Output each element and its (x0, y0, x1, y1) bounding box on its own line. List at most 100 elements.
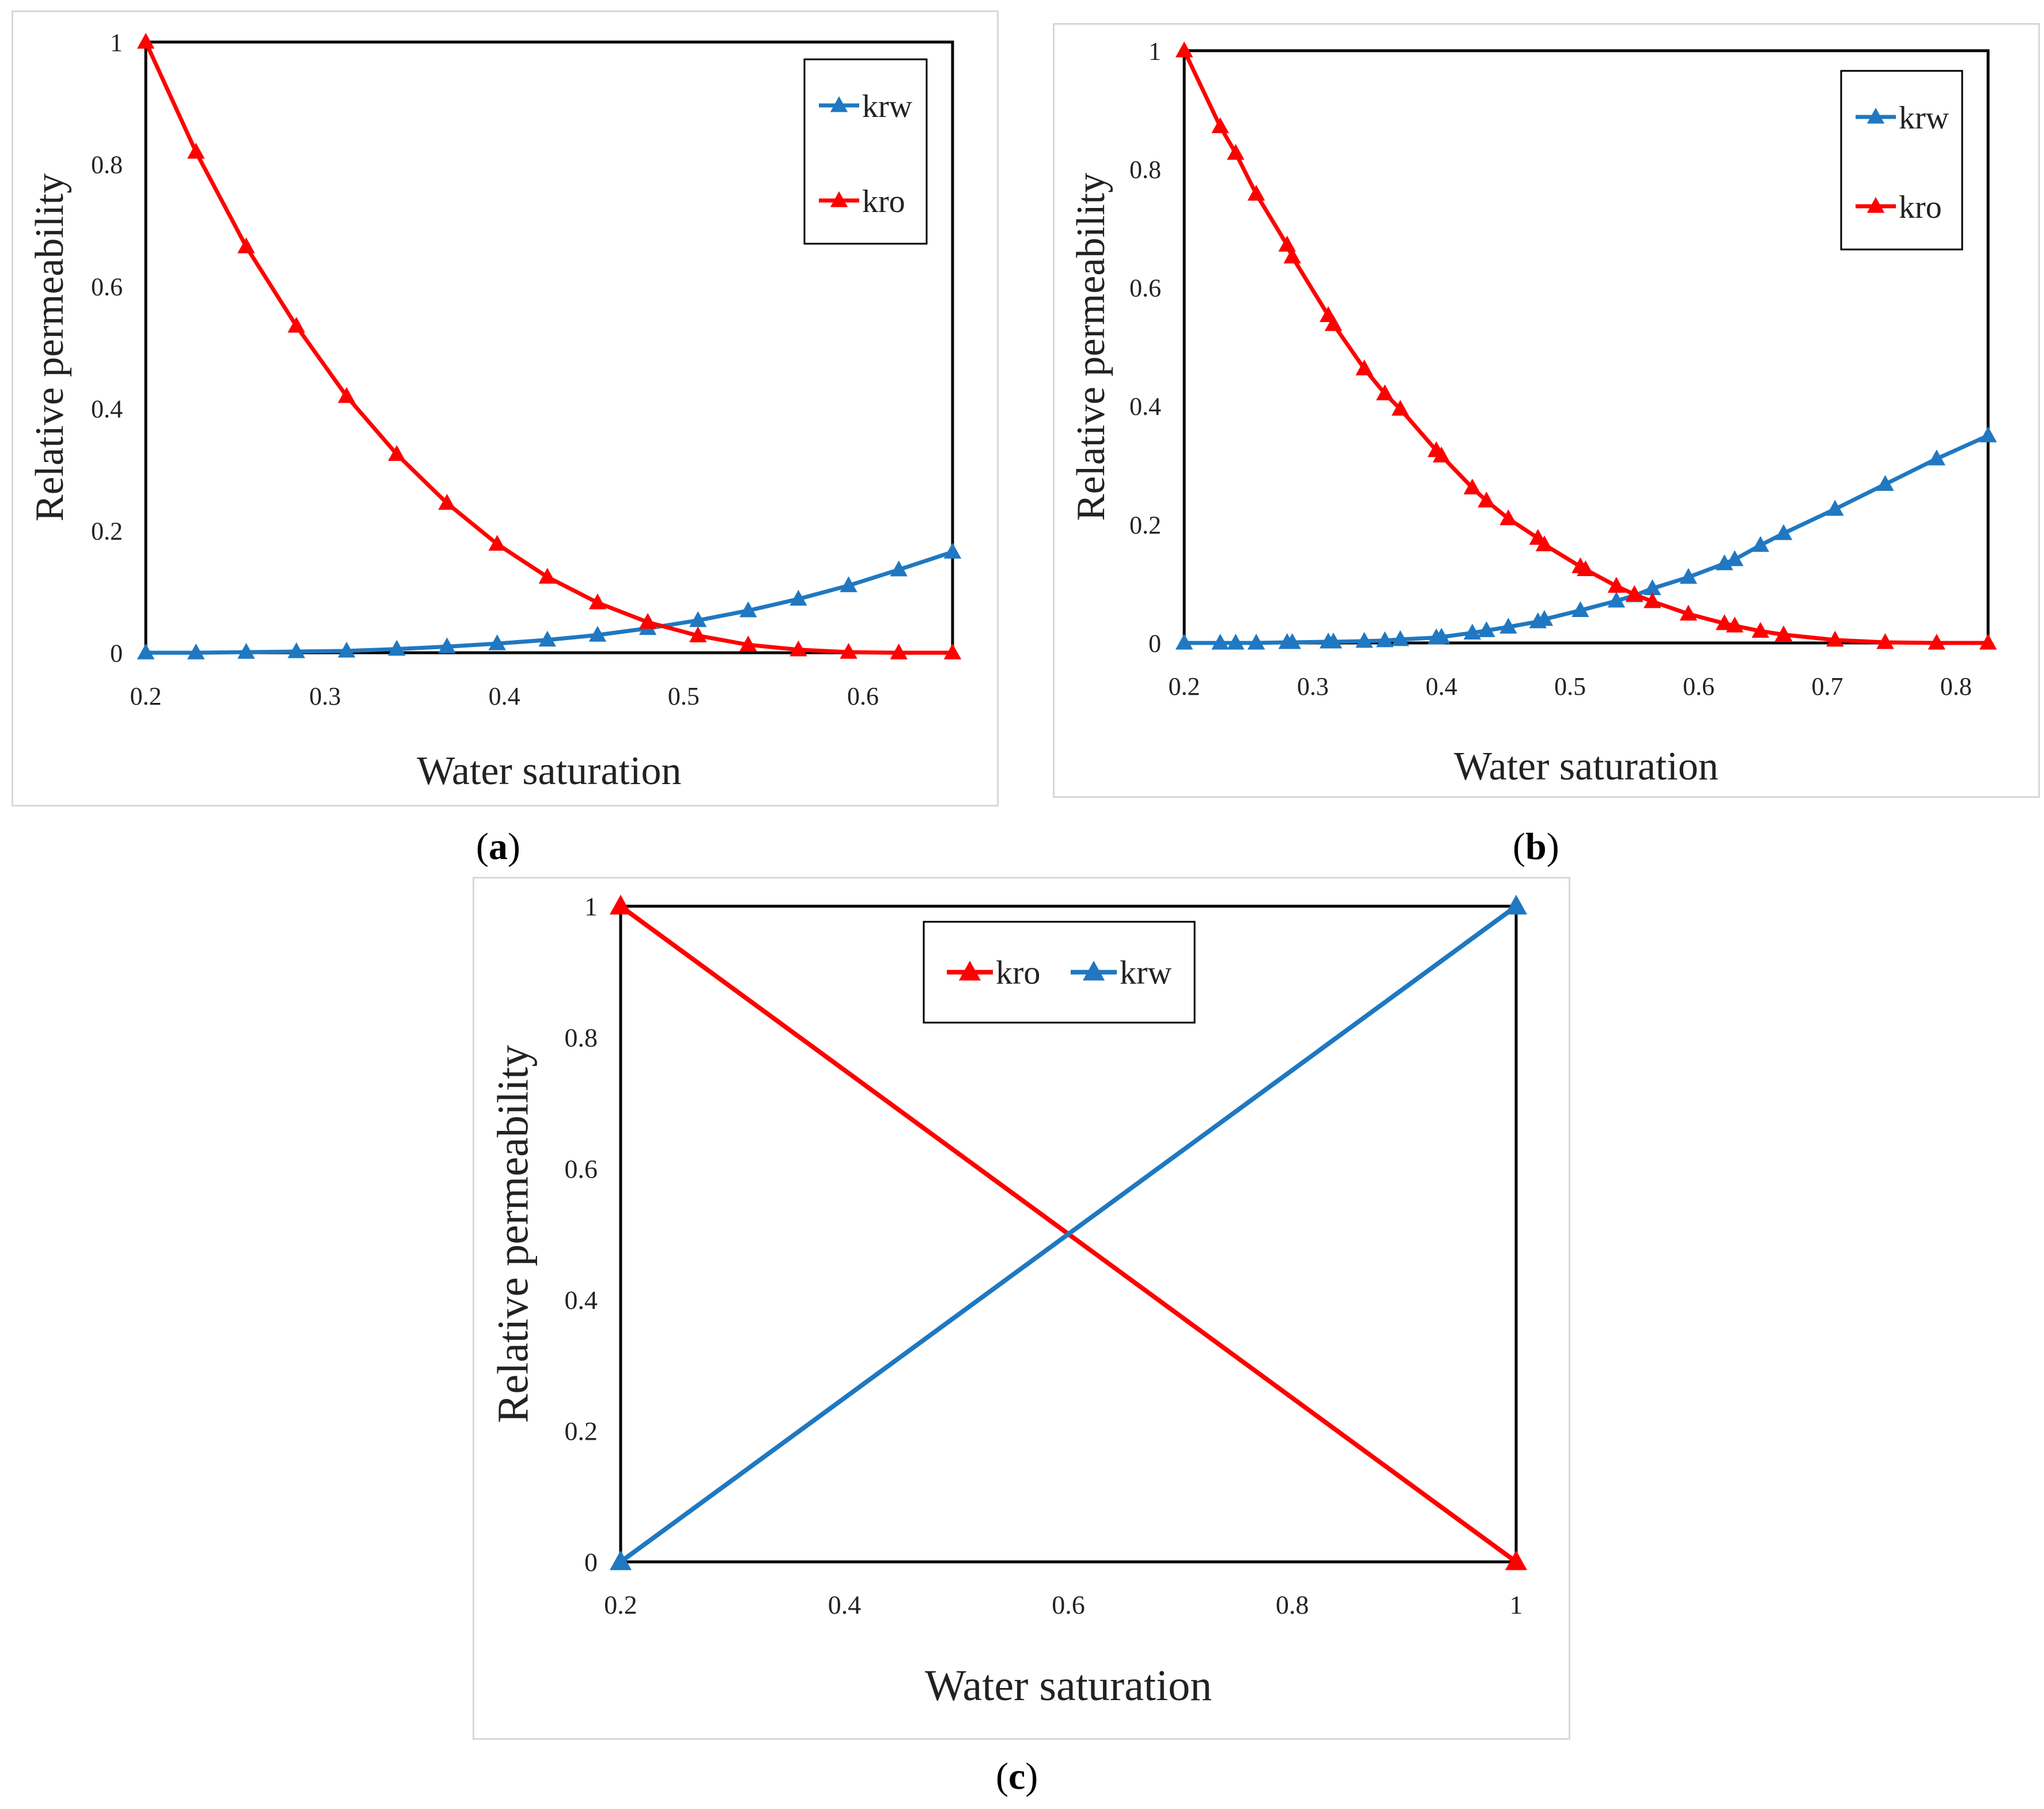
series-krw-point (1643, 579, 1661, 595)
series-krw-point (1391, 630, 1410, 646)
caption-a-letter: a (488, 826, 508, 868)
series-kro-point (488, 535, 506, 551)
legend-krw-marker (1867, 108, 1885, 124)
series-krw-point (1283, 633, 1301, 649)
series-krw-point (1607, 592, 1626, 608)
caption-c: (c) (996, 1755, 1038, 1797)
series-kro-point (1716, 614, 1733, 630)
legend-krw-label: krw (1120, 954, 1172, 991)
series-kro-point (1463, 478, 1482, 495)
series-kro-point (1751, 622, 1770, 638)
series-kro-point (288, 316, 305, 333)
series-krw-point (1774, 524, 1793, 540)
series-krw-point (1376, 631, 1394, 648)
series-krw-point (488, 634, 506, 650)
series-krw-point (610, 1550, 632, 1570)
series-krw-point (237, 642, 255, 659)
series-krw-point (1175, 634, 1193, 650)
chart-b-panel: 0 0.2 0.4 0.6 0.8 1 0.2 0.3 0.4 0.5 0.6 0.7 0.8 Water… (1053, 23, 2040, 798)
y-tick-label: 0 (110, 639, 123, 667)
series-krw-point (438, 637, 456, 653)
series-krw-point (1478, 621, 1495, 637)
series-kro-point (1211, 117, 1229, 134)
series-krw-point (890, 560, 908, 577)
series-krw-point (840, 576, 857, 592)
y-tick-label: 0.6 (1129, 274, 1161, 302)
legend-kro-marker (1867, 197, 1885, 213)
series-kro-point (610, 895, 632, 915)
legend-kro-marker (959, 960, 981, 981)
series-krw-point (1227, 634, 1245, 650)
y-tick-label: 0 (584, 1547, 598, 1577)
series-krw-point (1679, 567, 1698, 584)
series-krw-point (739, 601, 757, 618)
series-krw-point (538, 630, 557, 647)
series-kro-point (1227, 143, 1245, 160)
series-krw-point (943, 543, 962, 559)
series-kro-point (638, 613, 657, 629)
legend-kro-marker (830, 191, 848, 207)
legend-krw-label: krw (1899, 100, 1949, 136)
x-tick-label: 0.4 (489, 682, 520, 710)
x-tick-label: 0.6 (1052, 1590, 1085, 1619)
series-kro-point (137, 33, 155, 49)
chart-a-panel: 0 0.2 0.4 0.6 0.8 1 0.2 0.3 0.4 0.5 0.6 Water satur… (12, 10, 999, 807)
series-kro-point (1774, 625, 1793, 642)
legend-box (803, 58, 928, 245)
y-tick-label: 0.8 (91, 150, 123, 179)
series-kro-point (1499, 509, 1517, 525)
x-tick-label: 0.6 (1683, 672, 1714, 701)
series-kro-point (1626, 585, 1643, 601)
series-krw-point (1751, 536, 1770, 552)
series-kro-point (1979, 634, 1997, 650)
x-tick-label: 1 (1510, 1590, 1523, 1619)
legend-krw-marker (1083, 960, 1105, 981)
series-krw-point (1826, 499, 1844, 516)
series-kro-point (1355, 359, 1373, 376)
legend-kro-label: kro (1899, 190, 1942, 225)
legend-krw-marker (830, 96, 848, 112)
x-axis-title: Water saturation (1454, 744, 1718, 789)
plot-frame (619, 905, 1518, 1564)
y-tick-label: 1 (584, 892, 598, 921)
series-krw-point (187, 644, 205, 660)
series-kro-point (1278, 236, 1296, 252)
x-tick-label: 0.3 (1297, 672, 1329, 701)
legend-kro-label: kro (996, 954, 1040, 991)
x-tick-label: 0.6 (847, 682, 879, 710)
series-krw-point (789, 589, 807, 606)
series-kro-point (588, 593, 607, 610)
series-kro-point (1726, 616, 1744, 633)
series-kro-point (1376, 384, 1394, 400)
series-kro-point (237, 237, 255, 253)
series-krw-point (1876, 475, 1894, 491)
series-kro-point (1283, 247, 1301, 264)
y-tick-label: 0.2 (1129, 511, 1161, 539)
y-tick-label: 0.4 (1129, 392, 1161, 421)
series-kro-point (1876, 633, 1894, 649)
y-axis-title: Relative permeability (489, 1045, 537, 1423)
y-axis-title: Relative permeability (1069, 173, 1113, 521)
series-kro-point (1324, 315, 1343, 331)
y-tick-label: 0.4 (565, 1285, 598, 1315)
series-kro-point (739, 635, 757, 652)
series-krw-point (288, 642, 305, 658)
series-kro-point (1928, 634, 1945, 650)
series-krw-line (619, 904, 1518, 1564)
legend-krw-label: krw (862, 89, 913, 124)
x-tick-label: 0.2 (130, 682, 162, 710)
series-krw-point (1433, 627, 1450, 644)
series-krw-point (689, 611, 707, 627)
series-krw-point (338, 641, 356, 658)
caption-c-letter: c (1008, 1755, 1026, 1797)
y-tick-label: 1 (1148, 37, 1161, 65)
y-axis-title: Relative permeability (28, 173, 72, 522)
legend-kro-label: kro (862, 184, 905, 219)
series-kro-point (789, 640, 807, 657)
y-tick-label: 0 (1148, 629, 1161, 657)
series-kro-point (338, 387, 356, 403)
y-tick-label: 0.8 (1129, 156, 1161, 184)
series-kro-point (943, 644, 962, 660)
series-krw-point (1928, 449, 1945, 466)
